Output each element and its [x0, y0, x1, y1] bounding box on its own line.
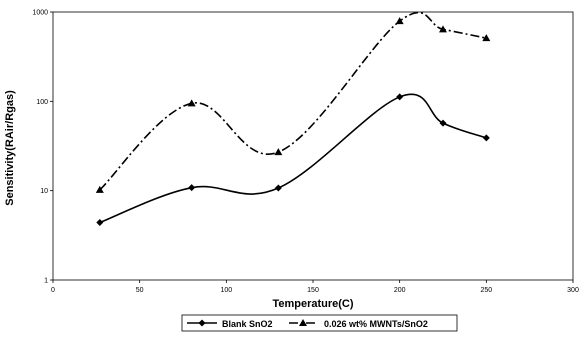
y-tick-label: 1000 — [32, 10, 48, 17]
y-tick-label: 10 — [40, 188, 48, 195]
x-tick-label: 100 — [220, 287, 232, 294]
y-axis-title: Sensitivity(RAir/Rgas) — [4, 90, 16, 206]
x-axis-title: Temperature(C) — [272, 298, 353, 310]
legend-box — [181, 314, 458, 332]
x-tick-label: 200 — [394, 287, 406, 294]
y-axis-ticks: 1 10 100 1000 — [32, 10, 53, 285]
legend: Blank SnO2 0.026 wt% MWNTs/SnO2 — [181, 314, 458, 332]
data-point-series-1 — [439, 119, 447, 127]
x-tick-label: 250 — [480, 287, 492, 294]
data-point-series-1 — [482, 134, 490, 142]
x-tick-label: 300 — [567, 287, 579, 294]
data-point-series-1 — [396, 93, 404, 101]
series-line-2 — [99, 11, 487, 191]
x-tick-label: 0 — [51, 287, 55, 294]
plot-area — [52, 11, 574, 281]
data-point-series-2 — [95, 185, 104, 193]
x-axis-ticks: 0 50 100 150 200 250 300 — [51, 280, 579, 294]
legend-label-series-1: Blank SnO2 — [222, 319, 273, 329]
legend-label-series-2: 0.026 wt% MWNTs/SnO2 — [324, 319, 428, 329]
y-tick-label: 100 — [36, 99, 48, 106]
series-line-1 — [99, 93, 487, 224]
data-point-series-2 — [439, 25, 447, 33]
data-point-series-2 — [395, 17, 404, 25]
x-tick-label: 150 — [307, 287, 319, 294]
data-point-series-1 — [274, 184, 282, 192]
plot-frame — [52, 11, 574, 281]
x-tick-label: 50 — [136, 287, 144, 294]
data-point-series-2 — [274, 148, 283, 156]
y-tick-label: 1 — [44, 278, 48, 285]
data-point-series-2 — [187, 99, 196, 107]
series-layer — [95, 11, 491, 227]
legend-marker-series-1 — [198, 319, 206, 327]
data-point-series-2 — [482, 34, 491, 42]
data-point-series-1 — [188, 184, 196, 192]
legend-marker-series-2 — [299, 319, 307, 326]
data-point-series-1 — [96, 219, 104, 227]
